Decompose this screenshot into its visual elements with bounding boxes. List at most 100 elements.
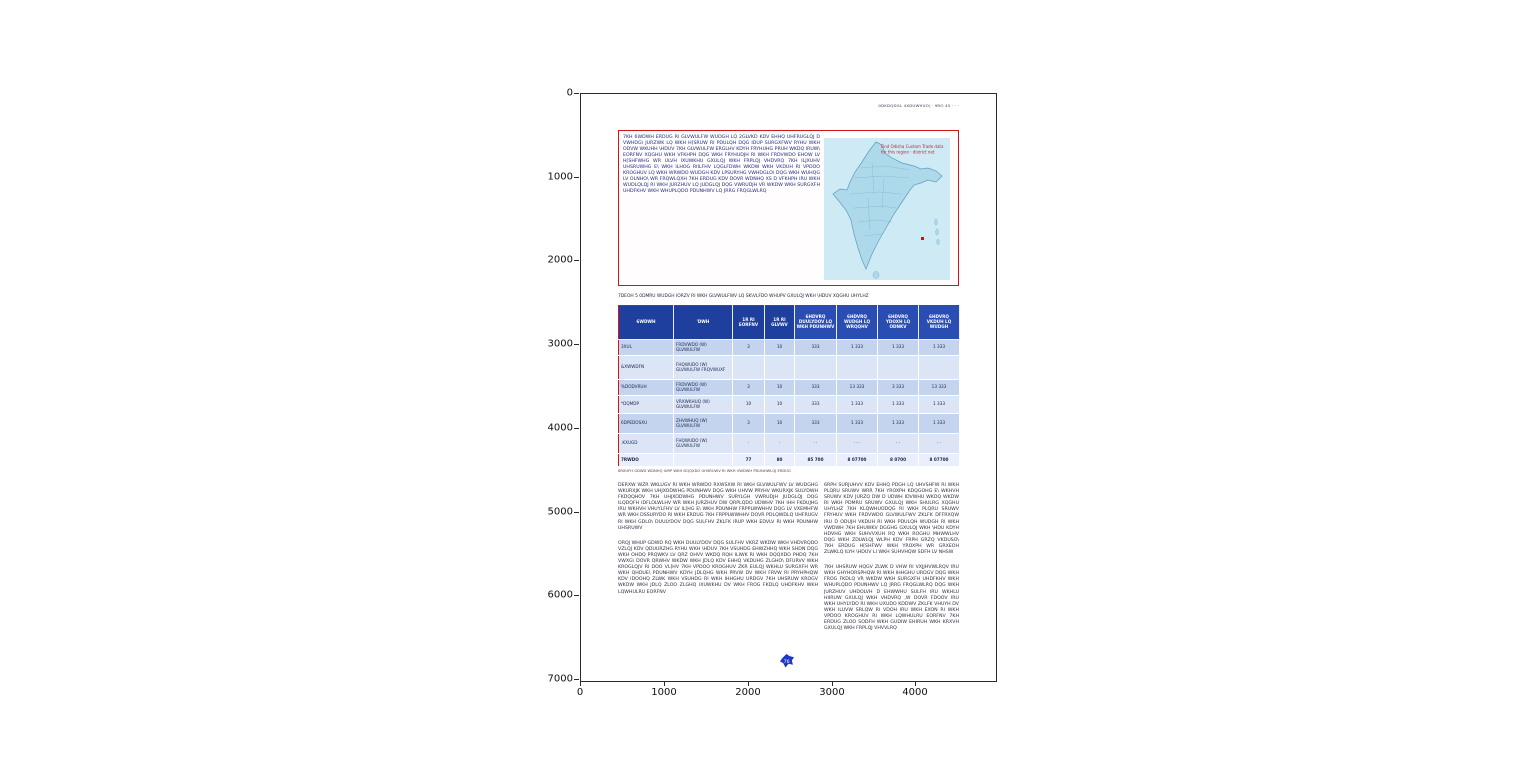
- y-tick-label: 0: [566, 87, 573, 99]
- cell-value: 1 333: [836, 413, 878, 434]
- body-paragraph: 6RPH SURJUHVV KDV EHHQ PDGH LQ UHVSHFW R…: [824, 483, 959, 556]
- cell-value: 13 333: [836, 379, 878, 396]
- cell-value: 1 333: [918, 395, 960, 414]
- body-paragraph: ORQJ WHUP GDWD RQ WKH DUULYDOV DQG SULFH…: [618, 540, 818, 595]
- cell-value: 10: [732, 395, 765, 414]
- cell-name: .KXUGD: [618, 433, 674, 454]
- cell-value: 1 333: [918, 413, 960, 434]
- y-tick-label: 2000: [547, 254, 573, 266]
- cell-name: %DODVRUH: [618, 379, 674, 396]
- cell-value: 3: [732, 339, 765, 356]
- y-tick-mark: [574, 93, 579, 94]
- cell-value: · ·: [918, 433, 960, 454]
- col-header: 6HDVRQ WUDGH LQ WRQQHV: [836, 305, 878, 340]
- table-total-row: 7RWDO 77 80 85 700 8 07700 8 0700 8 0770…: [618, 453, 960, 467]
- publisher-logo-icon: 76: [780, 654, 794, 668]
- body-paragraph: DERXW WZR WKLUGV RI WKH WRWDO RXWSXW RI …: [618, 483, 818, 531]
- cell-value: ·: [764, 433, 795, 454]
- table-source-note: 6RXUFH GDWD WDNHQ IURP WKH DQQXDO UHSRUW…: [618, 469, 791, 473]
- cell-value: [794, 355, 837, 380]
- table-row: *DQMDP VRXWKHUQ (W) GLVWULFW 10 10 333 1…: [618, 395, 960, 414]
- cell-value: 13 333: [918, 379, 960, 396]
- table-row: &XWWDFN FHQWUDO (W) GLVWULFW FRQVWUXF: [618, 355, 960, 380]
- sri-lanka: [872, 271, 880, 279]
- y-tick-label: 4000: [547, 422, 573, 434]
- cell-value: 80: [764, 453, 795, 467]
- cell-value: [836, 355, 878, 380]
- cell-desc: FRDVWDO (W) GLVWULFW: [673, 379, 733, 396]
- cell-name: 3XUL: [618, 339, 674, 356]
- cell-value: · · ·: [836, 433, 878, 454]
- cell-value: 1 333: [836, 339, 878, 356]
- cell-value: 8 0700: [877, 453, 919, 467]
- logo-text: 76: [784, 659, 790, 665]
- cell-desc: ZHVWHUQ (W) GLVWULFW: [673, 413, 733, 434]
- col-header: 6HDVRQ VKDUH LQ WUDGH: [918, 305, 960, 340]
- x-tick-mark: [832, 681, 833, 686]
- y-tick-label: 6000: [547, 589, 573, 601]
- plot-axes: 0DKDQDGL 4XDUWHUO\ · 9RO 45 · · · 7KH 6W…: [580, 93, 997, 682]
- cell-value: 1 333: [877, 413, 919, 434]
- cell-value: 10: [764, 413, 795, 434]
- trade-table: 6WDWH 'DWH 1R RI EORFNV 1R RI GLVWV 6HDV…: [618, 305, 960, 467]
- cell-value: [764, 355, 795, 380]
- y-tick-label: 3000: [547, 338, 573, 350]
- cell-value: · ·: [794, 433, 837, 454]
- y-tick-label: 5000: [547, 506, 573, 518]
- col-header: 6HDVRQ DUULYDOV LQ WKH PDUNHWV: [794, 305, 837, 340]
- table-row: .KXUGD FHQWUDO (W) GLVWULFW · · · · · · …: [618, 433, 960, 454]
- table-row: 6DPEDOSXU ZHVWHUQ (W) GLVWULFW 3 10 333 …: [618, 413, 960, 434]
- cell-desc: FHQWUDO (W) GLVWULFW: [673, 433, 733, 454]
- col-header: 'DWH: [673, 305, 733, 340]
- col-header: 6WDWH: [618, 305, 674, 340]
- cell-value: 333: [794, 413, 837, 434]
- page-header-text: 0DKDQDGL 4XDUWHUO\ · 9RO 45 · · ·: [878, 103, 959, 108]
- india-landmass: [832, 141, 943, 270]
- cell-desc: [673, 453, 733, 467]
- x-tick-mark: [580, 681, 581, 686]
- y-tick-mark: [574, 679, 579, 680]
- cell-value: 333: [794, 395, 837, 414]
- cell-value: 8 07700: [918, 453, 960, 467]
- x-tick-label: 3000: [819, 687, 845, 698]
- col-header: 6HDVRQ YDOXH LQ ODNKV: [877, 305, 919, 340]
- cell-value: 10: [764, 339, 795, 356]
- intro-box: 7KH 6WDWH ERDUG RI GLVWULFW WUDGH LQ 2GL…: [618, 130, 959, 286]
- cell-name: *DQMDP: [618, 395, 674, 414]
- cell-value: 10: [764, 379, 795, 396]
- cell-value: ·: [732, 433, 765, 454]
- x-tick-label: 2000: [735, 687, 761, 698]
- cell-value: 1 333: [918, 339, 960, 356]
- cell-value: 333: [794, 379, 837, 396]
- document-page: 0DKDQDGL 4XDUWHUO\ · 9RO 45 · · · 7KH 6W…: [581, 94, 996, 681]
- table-header-row: 6WDWH 'DWH 1R RI EORFNV 1R RI GLVWV 6HDV…: [618, 305, 960, 340]
- x-tick-label: 1000: [651, 687, 677, 698]
- cell-value: 3: [732, 413, 765, 434]
- island: [934, 218, 938, 226]
- cell-desc: FRDVWDO (W) GLVWULFW: [673, 339, 733, 356]
- x-tick-mark: [915, 681, 916, 686]
- intro-paragraph: 7KH 6WDWH ERDUG RI GLVWULFW WUDGH LQ 2GL…: [623, 135, 820, 194]
- body-column-left: DERXW WZR WKLUGV RI WKH WRWDO RXWSXW RI …: [618, 483, 818, 605]
- x-tick-label: 0: [576, 687, 584, 698]
- cell-name: 7RWDO: [618, 453, 674, 467]
- cell-value: 3 333: [877, 379, 919, 396]
- cell-value: 85 700: [794, 453, 837, 467]
- col-header: 1R RI EORFNV: [732, 305, 765, 340]
- cell-name: &XWWDFN: [618, 355, 674, 380]
- y-tick-label: 7000: [547, 673, 573, 685]
- cell-value: 8 07700: [836, 453, 878, 467]
- y-tick-mark: [574, 428, 579, 429]
- table-caption: 7DEOH 5 0DMRU WUDGH IORZV RI WKH GLVWULF…: [618, 294, 869, 299]
- cell-desc: FHQWUDO (W) GLVWULFW FRQVWUXF: [673, 355, 733, 380]
- body-column-right: 6RPH SURJUHVV KDV EHHQ PDGH LQ UHVSHFW R…: [824, 483, 959, 641]
- x-tick-mark: [664, 681, 665, 686]
- map-title-line2: for this region · district net: [881, 150, 935, 155]
- cell-value: 1 333: [877, 339, 919, 356]
- logo-shape: [780, 654, 794, 668]
- cell-value: 3: [732, 379, 765, 396]
- island: [936, 239, 940, 245]
- body-paragraph: 7KH UHSRUW HQGV ZLWK D VHW RI VXJJHVWLRQ…: [824, 565, 959, 632]
- y-tick-mark: [574, 177, 579, 178]
- x-tick-label: 4000: [902, 687, 928, 698]
